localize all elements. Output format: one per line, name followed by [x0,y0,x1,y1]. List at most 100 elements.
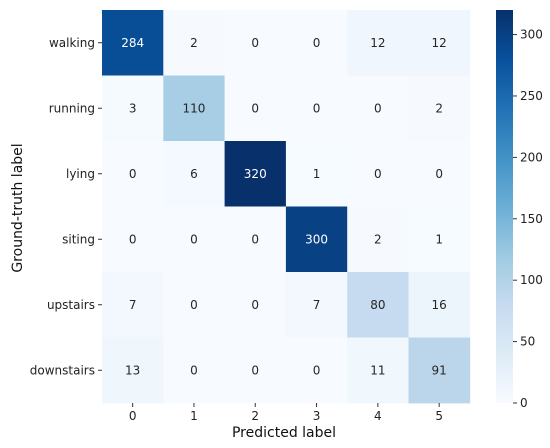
cell-value: 2 [435,101,443,115]
heatmap-cell [224,141,287,207]
cell-value: 80 [370,298,385,312]
x-tick-label: 0 [129,409,137,423]
heatmap-cell [347,206,409,273]
x-tick-label: 2 [251,409,259,423]
x-tick-label: 1 [190,409,198,423]
y-tick-label: downstairs [30,363,95,377]
cell-value: 7 [129,298,137,312]
colorbar-tick-label: 0 [520,396,528,410]
cell-value: 0 [251,232,259,246]
heatmap-cell [347,272,409,338]
heatmap-cell [408,75,471,142]
heatmap-cell [163,272,225,338]
heatmap-cell [347,141,409,207]
cell-value: 12 [370,36,385,50]
heatmap-cell [285,272,348,338]
colorbar-tick-label: 100 [520,273,543,287]
heatmap-cell [163,10,225,76]
colorbar-gradient [496,10,513,403]
heatmap-cell [285,75,348,142]
cell-value: 0 [251,298,259,312]
x-tick-label: 3 [313,409,321,423]
cell-value: 0 [313,101,321,115]
heatmap-cell [102,10,164,76]
heatmap-cell [102,75,164,142]
y-tick-label: siting [62,232,95,246]
cell-value: 0 [251,363,259,377]
colorbar [496,10,513,403]
heatmap-cell [347,10,409,76]
y-tick-label: lying [66,167,95,181]
heatmap-cell [408,337,471,404]
cell-value: 13 [125,363,140,377]
cell-value: 284 [121,36,144,50]
heatmap-cell [408,141,471,207]
cell-value: 0 [251,101,259,115]
cell-value: 12 [432,36,447,50]
x-axis-label: Predicted label [232,425,336,441]
cell-value: 3 [129,101,137,115]
cell-value: 11 [370,363,385,377]
cell-value: 2 [190,36,198,50]
y-tick-label: running [49,101,95,115]
x-tick-label: 5 [435,409,443,423]
cell-value: 0 [129,232,137,246]
colorbar-tick-label: 50 [520,335,535,349]
cell-value: 0 [313,36,321,50]
cell-value: 0 [374,101,382,115]
cell-value: 6 [190,167,198,181]
y-tick-label: walking [49,36,95,50]
cell-value: 110 [182,101,205,115]
y-axis-ticks: walking running lying siting upstairs downsta… [30,36,102,377]
cell-value: 0 [251,36,259,50]
heatmap-cell [102,337,164,404]
colorbar-tick-label: 150 [520,212,543,226]
cell-value: 0 [129,167,137,181]
heatmap-cell [224,337,287,404]
colorbar-tick-label: 250 [520,89,543,103]
heatmap-cell [224,272,287,338]
y-axis-label: Ground-truth label [10,143,26,272]
heatmap-cell [163,141,225,207]
heatmap-cell [163,206,225,273]
cell-value: 16 [432,298,447,312]
colorbar-ticks: 0 50 100 150 200 250 300 [513,28,543,410]
cell-value: 0 [190,298,198,312]
y-tick-label: upstairs [47,298,95,312]
cell-value: 0 [190,363,198,377]
heatmap-cell [224,10,287,76]
heatmap-cell [285,10,348,76]
heatmap-cell [285,141,348,207]
heatmap-cells: 284 2 0 0 12 123 110 0 0 0 20 6 320 1 0 00 0 0 300 2 17 0 0 7 80… [102,10,471,404]
heatmap-cell [408,206,471,273]
heatmap-cell [224,206,287,273]
cell-value: 320 [244,167,267,181]
x-tick-label: 4 [374,409,382,423]
cell-value: 300 [305,232,328,246]
cell-value: 0 [435,167,443,181]
heatmap-cell [408,10,471,76]
cell-value: 7 [313,298,321,312]
cell-value: 0 [374,167,382,181]
cell-value: 1 [435,232,443,246]
heatmap-cell [163,75,225,142]
heatmap-cell [285,337,348,404]
cell-value: 91 [432,363,447,377]
heatmap-cell [285,206,348,273]
cell-value: 1 [313,167,321,181]
cell-value: 0 [190,232,198,246]
x-axis-ticks: 0 1 2 3 4 5 [129,403,443,423]
heatmap-cell [163,337,225,404]
heatmap-cell [347,337,409,404]
colorbar-tick-label: 200 [520,150,543,164]
heatmap-cell [347,75,409,142]
cell-value: 0 [313,363,321,377]
heatmap-cell [102,141,164,207]
heatmap-cell [102,206,164,273]
colorbar-tick-label: 300 [520,28,543,42]
heatmap-cell [224,75,287,142]
cell-value: 2 [374,232,382,246]
heatmap-cell [408,272,471,338]
heatmap-cell [102,272,164,338]
